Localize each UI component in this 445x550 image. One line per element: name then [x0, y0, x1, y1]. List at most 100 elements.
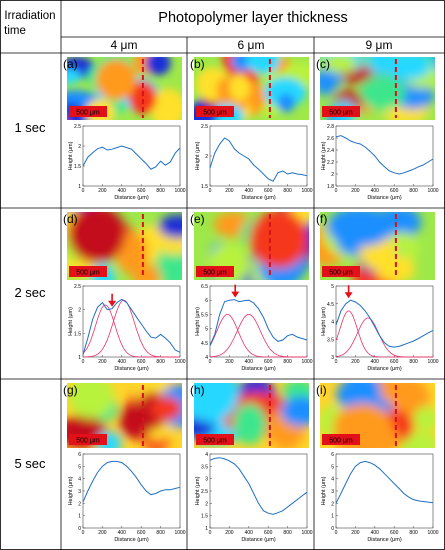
x-tick-label: 0 — [82, 530, 85, 536]
map-blob — [145, 57, 171, 76]
scale-bar — [322, 106, 360, 117]
height-map-a: 500 μm (a) — [63, 57, 182, 120]
y-tick-label: 6 — [78, 452, 81, 458]
x-tick-label: 400 — [118, 530, 127, 536]
y-tick-label: 5.5 — [201, 312, 208, 318]
x-tick-label: 400 — [371, 188, 380, 194]
panel-letter: (c) — [316, 57, 330, 71]
row-label-2sec: 2 sec — [14, 285, 46, 300]
plot-frame — [82, 285, 181, 358]
panel-letter: (d) — [63, 212, 78, 226]
x-tick-label: 800 — [409, 359, 418, 365]
map-blob — [229, 74, 251, 102]
peak-arrow-head — [231, 291, 240, 298]
x-tick-label: 600 — [264, 530, 273, 536]
height-profile-line — [335, 299, 434, 348]
x-axis-label: Distance (μm) — [367, 537, 402, 543]
y-tick-label: 5 — [78, 464, 81, 470]
map-blob — [245, 57, 280, 74]
map-blob — [150, 396, 182, 421]
y-tick-label: 1 — [205, 526, 208, 532]
profile-plot-b: 1.5 2 2.5 0 200 400 600 800 1000 Distance (μm) Hei… — [195, 124, 313, 201]
scale-bar — [196, 434, 234, 445]
y-tick-label: 2.5 — [201, 489, 208, 495]
scale-bar — [196, 106, 234, 117]
height-profile-line — [209, 299, 308, 346]
profile-plot-h: 1 1.5 2 2.5 3 3.5 4 0 200 400 600 800 1000 Distance (… — [195, 452, 313, 543]
y-tick-label: 2.4 — [327, 148, 334, 154]
x-tick-label: 600 — [137, 530, 146, 536]
x-tick-label: 0 — [82, 188, 85, 194]
scale-bar-label: 500 μm — [203, 110, 227, 117]
column-header-6um: 6 μm — [238, 38, 265, 52]
scale-bar — [196, 266, 234, 277]
y-tick-label: 2 — [78, 501, 81, 507]
scale-bar-label: 500 μm — [76, 110, 100, 117]
x-axis-label: Distance (μm) — [367, 366, 402, 372]
y-tick-label: 5 — [331, 464, 334, 470]
gaussian-fit-curve — [210, 313, 307, 358]
scale-bar-label: 500 μm — [329, 270, 353, 277]
x-tick-label: 600 — [137, 359, 146, 365]
height-profile-line — [335, 460, 434, 504]
column-header-9um: 9 μm — [366, 38, 393, 52]
plot-frame — [82, 125, 181, 187]
y-tick-label: 2 — [205, 501, 208, 507]
map-blob — [232, 403, 267, 445]
scale-bar — [69, 266, 107, 277]
x-tick-label: 1000 — [427, 359, 438, 365]
map-blob — [277, 93, 295, 113]
scale-bar-label: 500 μm — [203, 270, 227, 277]
map-blob — [359, 74, 406, 111]
y-axis-label: Height (μm) — [195, 307, 201, 336]
x-axis-label: Distance (μm) — [241, 366, 276, 372]
y-tick-label: 2 — [78, 144, 81, 150]
x-tick-label: 800 — [283, 359, 292, 365]
y-tick-label: 4.5 — [201, 341, 208, 347]
x-tick-label: 0 — [209, 188, 212, 194]
y-tick-label: 3.5 — [327, 337, 334, 343]
y-axis-label: Height (μm) — [321, 141, 327, 170]
y-tick-label: 6 — [205, 298, 208, 304]
panel-letter: (e) — [190, 212, 205, 226]
height-map-f: 500 μm (f) — [316, 212, 435, 280]
panel-letter: (f) — [316, 212, 327, 226]
height-map-g: 500 μm (g) — [63, 383, 182, 448]
x-tick-label: 400 — [245, 530, 254, 536]
y-tick-label: 1 — [78, 184, 81, 190]
x-tick-label: 200 — [351, 530, 360, 536]
map-blob — [68, 383, 114, 419]
y-tick-label: 4 — [205, 355, 208, 361]
x-tick-label: 800 — [156, 359, 165, 365]
x-tick-label: 800 — [156, 530, 165, 536]
x-tick-label: 1000 — [174, 530, 185, 536]
x-axis-label: Distance (μm) — [114, 537, 149, 543]
profile-plot-d: 1 1.5 2 2.5 0 200 400 600 800 1000 Distance (μm) He… — [68, 284, 186, 372]
scale-bar — [69, 106, 107, 117]
y-tick-label: 1.5 — [74, 164, 81, 170]
map-blob — [323, 57, 357, 74]
y-tick-label: 0 — [331, 526, 334, 532]
x-tick-label: 400 — [371, 359, 380, 365]
map-blob — [67, 68, 82, 84]
y-axis-label: Height (μm) — [68, 141, 74, 170]
y-tick-label: 3.5 — [201, 464, 208, 470]
x-tick-label: 600 — [264, 188, 273, 194]
y-axis-label: Height (μm) — [68, 476, 74, 505]
x-tick-label: 0 — [209, 359, 212, 365]
map-blob — [263, 77, 307, 108]
y-tick-label: 2.5 — [201, 124, 208, 130]
plot-frame — [209, 125, 308, 187]
map-blob — [95, 59, 137, 101]
x-tick-label: 400 — [371, 530, 380, 536]
y-tick-label: 4 — [331, 320, 334, 326]
x-tick-label: 600 — [390, 530, 399, 536]
plot-frame — [335, 453, 434, 529]
y-axis-label: Height (μm) — [68, 307, 74, 336]
map-blob — [320, 68, 338, 96]
scale-bar-label: 500 μm — [76, 438, 100, 445]
y-tick-label: 5 — [205, 327, 208, 333]
height-map-d: 500 μm (d) — [63, 212, 182, 280]
